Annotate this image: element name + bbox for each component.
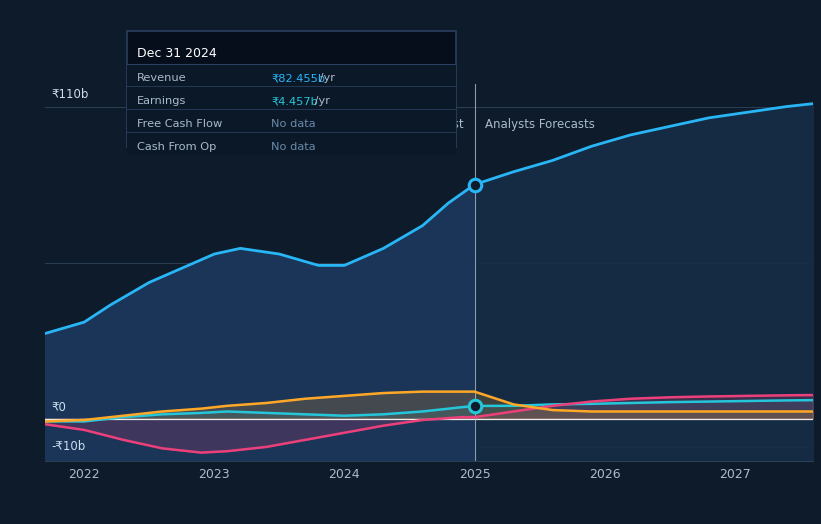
Text: No data: No data xyxy=(271,142,315,152)
Text: /yr: /yr xyxy=(310,96,330,106)
Text: Earnings: Earnings xyxy=(137,96,186,106)
Text: Cash From Op: Cash From Op xyxy=(137,142,217,152)
Text: ₹4.457b: ₹4.457b xyxy=(271,96,318,106)
Text: ₹0: ₹0 xyxy=(52,401,67,414)
Text: Analysts Forecasts: Analysts Forecasts xyxy=(485,118,594,131)
Text: ₹110b: ₹110b xyxy=(52,88,89,101)
Text: No data: No data xyxy=(271,119,315,129)
Text: Past: Past xyxy=(439,118,464,131)
Text: Revenue: Revenue xyxy=(137,73,186,83)
Text: Free Cash Flow: Free Cash Flow xyxy=(137,119,222,129)
Text: ₹82.455b: ₹82.455b xyxy=(271,73,325,83)
Text: Dec 31 2024: Dec 31 2024 xyxy=(137,47,217,60)
Text: -₹10b: -₹10b xyxy=(52,440,86,453)
Text: /yr: /yr xyxy=(316,73,335,83)
